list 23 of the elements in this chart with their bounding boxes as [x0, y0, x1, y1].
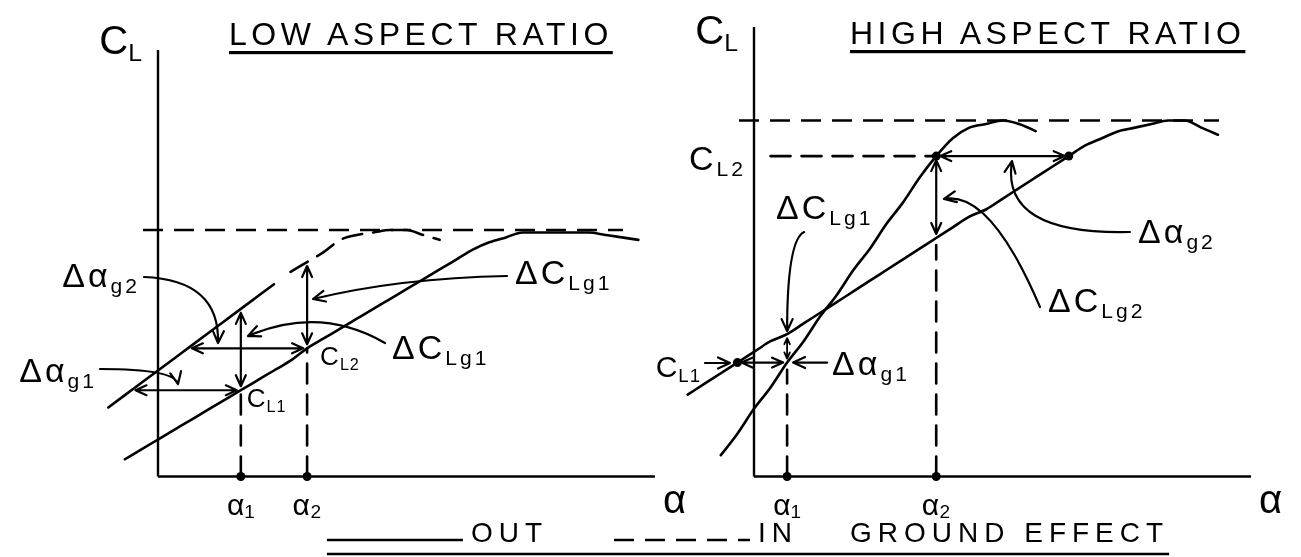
text: Δα$_{g1}$	[19, 351, 97, 392]
chart-title: LOW ASPECT RATIO	[229, 16, 613, 52]
y-axis-title: C$_{L}$	[695, 8, 738, 56]
annotation: C$_{L1}$	[655, 349, 701, 386]
chart-title: HIGH ASPECT RATIO	[850, 15, 1246, 51]
annotation: Δα$_{g2}$	[1138, 212, 1216, 253]
annotation: Δα$_{g1}$	[832, 343, 910, 385]
annotation: C$_{L2}$	[688, 139, 746, 180]
annotation: ΔC$_{Lg1}$	[776, 188, 874, 229]
x-tick-label: α₂	[921, 487, 951, 520]
annotation: C$_{L2}$	[320, 341, 360, 374]
annotation: C$_{L1}$	[246, 383, 287, 416]
y-axis-title: C$_{L}$	[99, 18, 142, 66]
legend-label: OUT	[470, 516, 549, 548]
annotation: ΔC$_{Lg1}$	[392, 328, 490, 369]
x-axis-title: α	[663, 476, 687, 521]
annotation: ΔC$_{Lg2}$	[1048, 281, 1146, 322]
annotation: Δα$_{g2}$	[62, 256, 140, 297]
x-tick-label: α₁	[227, 487, 255, 520]
x-tick-label: α₁	[773, 487, 801, 520]
x-axis-title: α	[1259, 476, 1283, 521]
annotation: ΔC$_{Lg1}$	[515, 253, 613, 294]
x-tick-label: α₂	[292, 487, 322, 520]
